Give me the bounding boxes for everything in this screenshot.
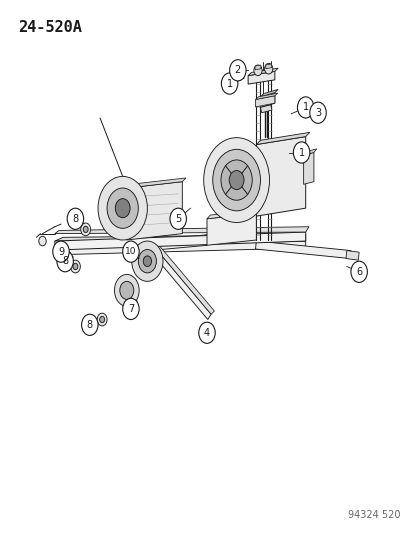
Circle shape [293,142,309,163]
Text: 24-520A: 24-520A [18,20,81,35]
Text: 1: 1 [302,102,308,112]
Polygon shape [303,152,313,184]
Circle shape [57,251,73,272]
Polygon shape [55,232,305,250]
Polygon shape [256,136,305,216]
Polygon shape [247,68,278,76]
Text: 9: 9 [58,247,64,257]
Polygon shape [260,105,271,113]
Circle shape [83,226,88,232]
Circle shape [81,223,90,236]
Text: 7: 7 [128,304,134,314]
Circle shape [119,281,133,300]
Polygon shape [256,132,309,144]
Polygon shape [149,235,206,251]
Text: 8: 8 [87,320,93,330]
Circle shape [97,313,107,326]
Circle shape [70,260,80,273]
Circle shape [198,322,215,343]
Circle shape [67,208,83,229]
Circle shape [229,60,245,81]
Circle shape [107,188,138,228]
Polygon shape [247,71,274,84]
Circle shape [81,314,98,335]
Circle shape [143,256,151,266]
Polygon shape [265,64,271,69]
Circle shape [229,171,243,190]
Circle shape [114,274,139,306]
Circle shape [221,73,237,94]
Polygon shape [260,90,278,97]
Polygon shape [126,178,185,188]
Circle shape [212,149,260,211]
Polygon shape [255,96,274,107]
Polygon shape [206,214,256,245]
Text: 2: 2 [234,66,240,75]
Circle shape [39,236,46,246]
Text: 1: 1 [226,78,232,88]
Polygon shape [149,238,214,314]
Text: 8: 8 [62,256,68,266]
Text: 8: 8 [72,214,78,224]
Polygon shape [55,227,308,233]
Circle shape [350,261,366,282]
Polygon shape [345,251,358,260]
Circle shape [73,263,78,270]
Circle shape [98,176,147,240]
Circle shape [53,241,69,262]
Polygon shape [254,65,260,70]
Polygon shape [255,241,350,259]
Polygon shape [255,93,277,100]
Circle shape [221,160,252,200]
Polygon shape [55,235,305,241]
Text: 3: 3 [314,108,320,118]
Polygon shape [146,241,211,319]
Circle shape [264,63,272,74]
Polygon shape [126,182,182,240]
Text: 94324 520: 94324 520 [347,510,399,520]
Circle shape [309,102,325,123]
Circle shape [297,97,313,118]
Polygon shape [55,241,305,255]
Circle shape [170,208,186,229]
Circle shape [115,199,130,217]
Polygon shape [206,210,259,219]
Circle shape [253,65,261,76]
Circle shape [138,249,156,273]
Circle shape [122,298,139,319]
Circle shape [122,241,139,262]
Polygon shape [303,149,316,155]
Polygon shape [260,93,274,108]
Circle shape [131,241,163,281]
Circle shape [203,138,269,222]
Text: 1: 1 [298,148,304,158]
Text: 6: 6 [355,267,361,277]
Text: 4: 4 [204,328,209,338]
Circle shape [100,317,104,322]
Text: 10: 10 [125,247,136,256]
Text: 5: 5 [175,214,181,224]
